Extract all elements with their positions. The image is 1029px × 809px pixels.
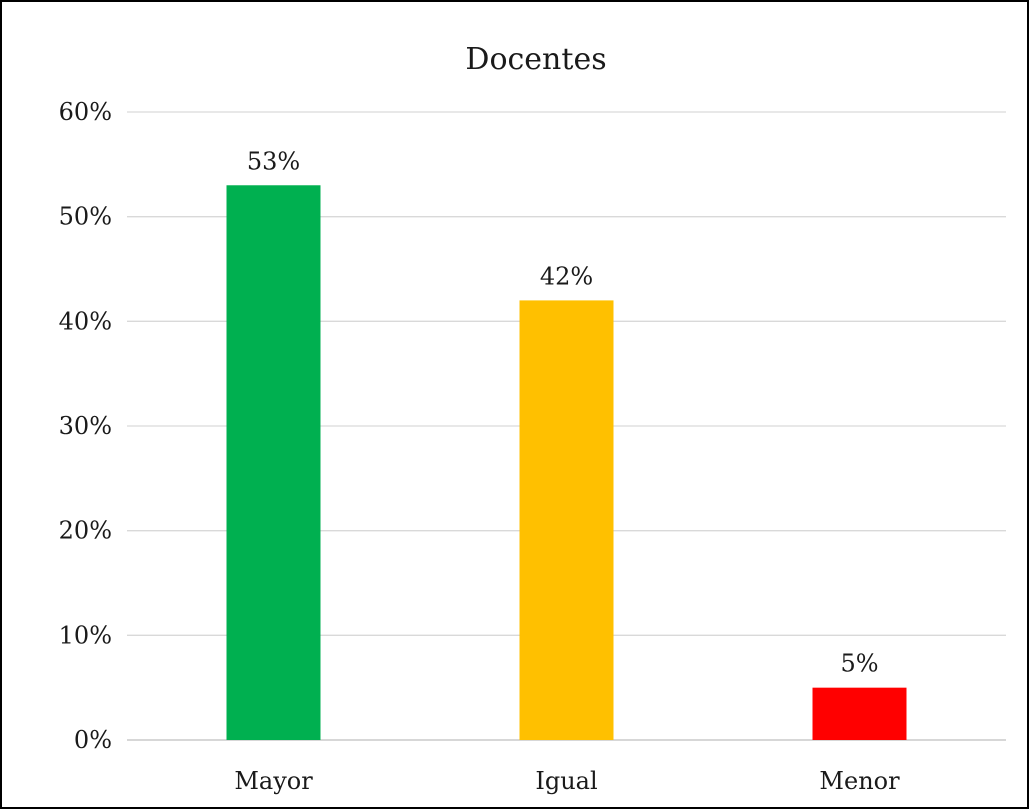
bar-mayor [226, 185, 321, 740]
y-tick-label: 50% [59, 203, 112, 231]
data-labels: 53% 42% 5% [247, 147, 879, 677]
x-axis-categories: Mayor Igual Menor [234, 767, 900, 795]
y-tick-label: 20% [59, 517, 112, 545]
y-tick-label: 40% [59, 307, 112, 335]
y-tick-label: 30% [59, 412, 112, 440]
category-label-igual: Igual [535, 767, 597, 795]
category-label-menor: Menor [819, 767, 900, 795]
bar-igual [519, 300, 614, 740]
bars [226, 185, 907, 740]
bar-menor [812, 687, 907, 740]
category-label-mayor: Mayor [234, 767, 313, 795]
data-label-menor: 5% [840, 650, 878, 678]
y-axis-ticks: 0% 10% 20% 30% 40% 50% 60% [59, 98, 112, 754]
data-label-igual: 42% [540, 262, 593, 290]
data-label-mayor: 53% [247, 147, 300, 175]
y-tick-label: 60% [59, 98, 112, 126]
chart-title: Docentes [465, 42, 606, 77]
y-tick-label: 10% [59, 621, 112, 649]
y-tick-label: 0% [74, 726, 112, 754]
